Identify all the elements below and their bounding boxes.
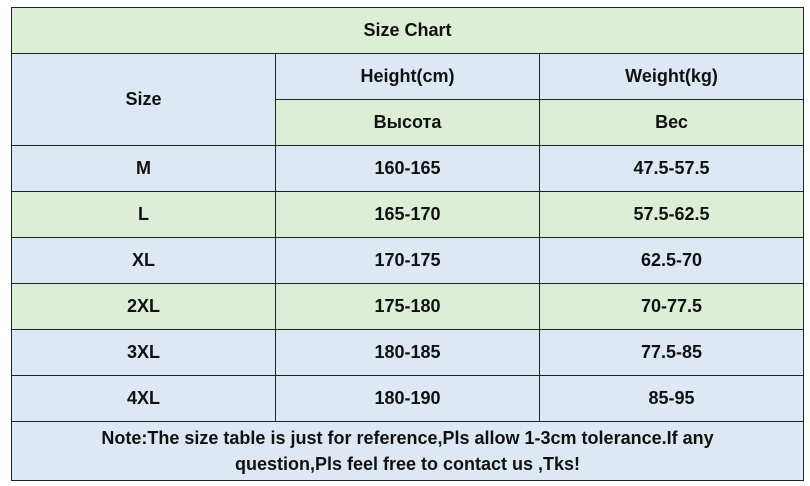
note-line-2: question,Pls feel free to contact us ,Tk… xyxy=(234,454,581,474)
header-weight: Weight(kg) xyxy=(538,53,805,100)
chart-title: Size Chart xyxy=(10,7,805,54)
row-weight: 70-77.5 xyxy=(538,283,805,330)
table-row: L 165-170 57.5-62.5 xyxy=(11,191,805,238)
row-height: 180-190 xyxy=(275,375,540,422)
table-row: 4XL 180-190 85-95 xyxy=(11,375,805,422)
table-row: 3XL 180-185 77.5-85 xyxy=(11,329,805,376)
note-text: Note:The size table is just for referenc… xyxy=(10,421,805,481)
row-height: 170-175 xyxy=(275,237,540,284)
size-chart-table: Size Chart Size Height(cm) Weight(kg) Вы… xyxy=(10,7,805,481)
row-weight: 85-95 xyxy=(538,375,805,422)
row-weight: 47.5-57.5 xyxy=(538,145,805,192)
table-row: XL 170-175 62.5-70 xyxy=(11,237,805,284)
table-row: M 160-165 47.5-57.5 xyxy=(11,145,805,192)
row-size: 3XL xyxy=(11,329,276,376)
row-height: 165-170 xyxy=(275,191,540,238)
row-height: 160-165 xyxy=(275,145,540,192)
row-size: 4XL xyxy=(11,375,276,422)
note-line-1: Note:The size table is just for referenc… xyxy=(101,428,714,448)
header-weight-ru: Вес xyxy=(538,99,805,146)
row-weight: 77.5-85 xyxy=(538,329,805,376)
row-weight: 62.5-70 xyxy=(538,237,805,284)
row-height: 180-185 xyxy=(275,329,540,376)
header-height-ru: Высота xyxy=(275,99,540,146)
table-row: 2XL 175-180 70-77.5 xyxy=(11,283,805,330)
row-weight: 57.5-62.5 xyxy=(538,191,805,238)
header-height: Height(cm) xyxy=(275,53,540,100)
row-size: 2XL xyxy=(11,283,276,330)
row-size: L xyxy=(11,191,276,238)
row-size: M xyxy=(11,145,276,192)
header-size: Size xyxy=(11,53,276,146)
row-height: 175-180 xyxy=(275,283,540,330)
row-size: XL xyxy=(11,237,276,284)
